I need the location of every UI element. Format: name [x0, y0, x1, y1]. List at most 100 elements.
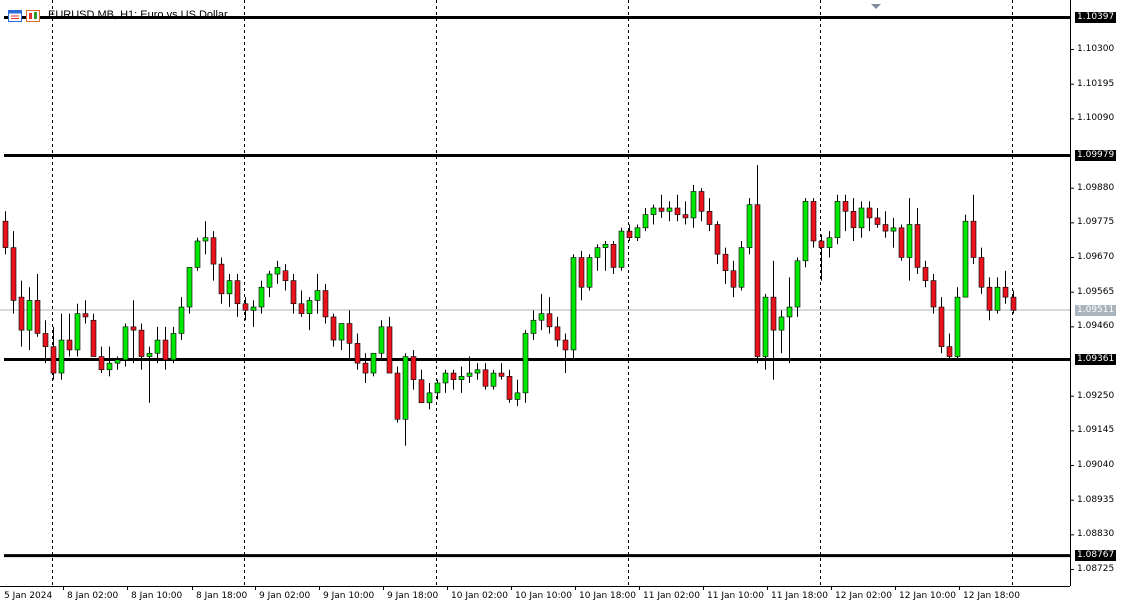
- candle[interactable]: [562, 333, 569, 374]
- candle[interactable]: [690, 184, 697, 228]
- candle[interactable]: [178, 297, 185, 341]
- candle[interactable]: [50, 326, 57, 380]
- candle[interactable]: [418, 369, 425, 404]
- candle[interactable]: [162, 326, 169, 370]
- candle[interactable]: [234, 274, 241, 317]
- candle[interactable]: [866, 201, 873, 232]
- candle[interactable]: [522, 330, 529, 403]
- candle[interactable]: [538, 293, 545, 331]
- candle[interactable]: [498, 363, 505, 380]
- candle[interactable]: [898, 224, 905, 261]
- candle[interactable]: [794, 257, 801, 317]
- candle[interactable]: [106, 346, 113, 377]
- candle[interactable]: [322, 283, 329, 324]
- candle[interactable]: [362, 353, 369, 383]
- candle[interactable]: [90, 313, 97, 357]
- candle[interactable]: [698, 188, 705, 222]
- candle[interactable]: [402, 353, 409, 446]
- candle[interactable]: [834, 194, 841, 245]
- candle[interactable]: [906, 198, 913, 281]
- candle[interactable]: [882, 211, 889, 238]
- candle[interactable]: [266, 270, 273, 298]
- candle[interactable]: [26, 287, 33, 350]
- candle[interactable]: [714, 221, 721, 265]
- candle[interactable]: [114, 356, 121, 370]
- candle[interactable]: [202, 221, 209, 255]
- candle[interactable]: [642, 207, 649, 232]
- candle[interactable]: [18, 280, 25, 347]
- candle[interactable]: [346, 310, 353, 360]
- candle[interactable]: [530, 310, 537, 341]
- candle[interactable]: [210, 231, 217, 281]
- candle[interactable]: [802, 198, 809, 268]
- candle[interactable]: [962, 214, 969, 298]
- candle[interactable]: [34, 274, 41, 337]
- candle[interactable]: [330, 313, 337, 347]
- candle[interactable]: [258, 280, 265, 314]
- candle[interactable]: [858, 201, 865, 238]
- candle[interactable]: [1002, 270, 1009, 304]
- candle[interactable]: [594, 244, 601, 271]
- candle[interactable]: [682, 201, 689, 225]
- candle[interactable]: [354, 333, 361, 370]
- candle[interactable]: [98, 346, 105, 374]
- candle[interactable]: [386, 316, 393, 374]
- candle[interactable]: [458, 366, 465, 393]
- candle[interactable]: [154, 326, 161, 364]
- candle[interactable]: [298, 290, 305, 317]
- candle[interactable]: [482, 363, 489, 390]
- candle[interactable]: [578, 250, 585, 301]
- candle[interactable]: [754, 165, 761, 364]
- candle[interactable]: [930, 274, 937, 314]
- candle[interactable]: [58, 313, 65, 380]
- candle[interactable]: [434, 379, 441, 400]
- candle[interactable]: [994, 277, 1001, 314]
- candle[interactable]: [602, 241, 609, 271]
- candle[interactable]: [954, 287, 961, 360]
- candle[interactable]: [474, 363, 481, 380]
- candle[interactable]: [986, 277, 993, 321]
- candle[interactable]: [730, 260, 737, 298]
- candle[interactable]: [450, 369, 457, 390]
- candle[interactable]: [842, 194, 849, 232]
- candle[interactable]: [186, 267, 193, 314]
- chart-window-icon[interactable]: [8, 9, 22, 22]
- candle[interactable]: [650, 204, 657, 225]
- candle[interactable]: [810, 198, 817, 248]
- candle[interactable]: [146, 346, 153, 403]
- candle[interactable]: [914, 207, 921, 275]
- candle[interactable]: [1010, 290, 1017, 314]
- candle[interactable]: [242, 297, 249, 321]
- candle[interactable]: [442, 369, 449, 393]
- candle[interactable]: [738, 241, 745, 291]
- candle[interactable]: [618, 227, 625, 271]
- candle[interactable]: [770, 260, 777, 380]
- candle[interactable]: [218, 257, 225, 304]
- candle[interactable]: [978, 247, 985, 294]
- candle[interactable]: [370, 352, 377, 377]
- candle[interactable]: [946, 333, 953, 360]
- candle[interactable]: [274, 260, 281, 284]
- candle[interactable]: [394, 366, 401, 423]
- candle[interactable]: [666, 201, 673, 222]
- candle[interactable]: [634, 224, 641, 242]
- candle[interactable]: [378, 320, 385, 360]
- candle[interactable]: [722, 247, 729, 284]
- candle[interactable]: [674, 194, 681, 222]
- candle[interactable]: [850, 198, 857, 242]
- candle[interactable]: [290, 274, 297, 314]
- candle[interactable]: [82, 300, 89, 324]
- candle[interactable]: [746, 198, 753, 255]
- candle[interactable]: [426, 382, 433, 410]
- candle[interactable]: [194, 237, 201, 271]
- candle[interactable]: [226, 274, 233, 308]
- candle[interactable]: [66, 313, 73, 357]
- candle[interactable]: [2, 211, 9, 255]
- candle[interactable]: [138, 323, 145, 370]
- chart-type-icon[interactable]: [26, 9, 40, 22]
- candle[interactable]: [658, 194, 665, 218]
- candle[interactable]: [706, 198, 713, 232]
- candle[interactable]: [786, 277, 793, 364]
- candle[interactable]: [762, 293, 769, 370]
